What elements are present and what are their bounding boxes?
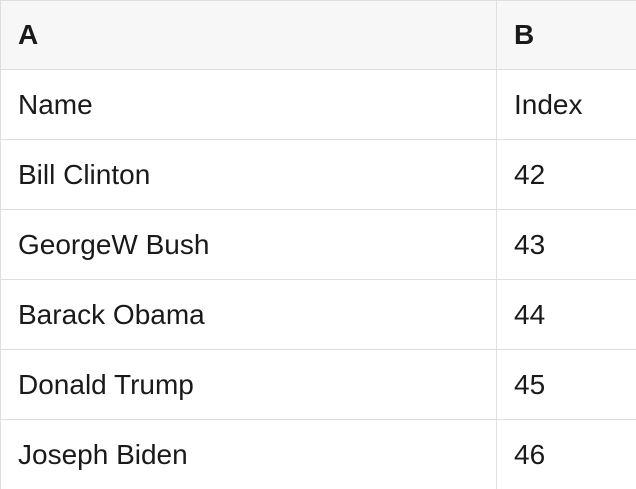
- table-row: GeorgeW Bush 43: [1, 210, 636, 280]
- cell-name[interactable]: Joseph Biden: [1, 420, 497, 489]
- cell-name[interactable]: Bill Clinton: [1, 140, 497, 209]
- cell-index[interactable]: 45: [514, 368, 546, 400]
- cell-name[interactable]: Name: [1, 70, 497, 139]
- table-row: Donald Trump 45: [1, 350, 636, 420]
- cell-name[interactable]: GeorgeW Bush: [1, 210, 497, 279]
- table-row: Name Index: [1, 70, 636, 140]
- cell-name[interactable]: Barack Obama: [1, 280, 497, 349]
- cell-name[interactable]: Donald Trump: [1, 350, 497, 419]
- column-header-row: A B: [1, 1, 636, 70]
- column-header-b[interactable]: B: [514, 19, 535, 50]
- table-row: Joseph Biden 46: [1, 420, 636, 489]
- table-row: Barack Obama 44: [1, 280, 636, 350]
- cell-index[interactable]: 44: [514, 298, 546, 330]
- cell-index[interactable]: 43: [514, 228, 546, 260]
- cell-index[interactable]: 42: [514, 158, 546, 190]
- column-header-a[interactable]: A: [1, 1, 497, 69]
- cell-index[interactable]: Index: [514, 88, 583, 120]
- table-row: Bill Clinton 42: [1, 140, 636, 210]
- cell-index[interactable]: 46: [514, 438, 546, 470]
